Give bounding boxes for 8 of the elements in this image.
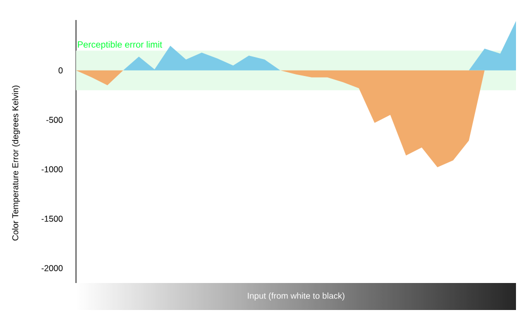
band-label: Perceptible error limit	[78, 41, 162, 50]
y-axis-title: Color Temperature Error (degrees Kelvin)	[12, 86, 20, 240]
y-tick-label: -2000	[42, 265, 63, 272]
x-axis-title: Input (from white to black)	[248, 292, 344, 300]
y-tick-label: -1000	[42, 166, 63, 172]
y-tick-label: -1500	[42, 216, 63, 222]
y-tick-label: 0	[58, 67, 63, 74]
y-tick-label: -500	[46, 116, 63, 123]
